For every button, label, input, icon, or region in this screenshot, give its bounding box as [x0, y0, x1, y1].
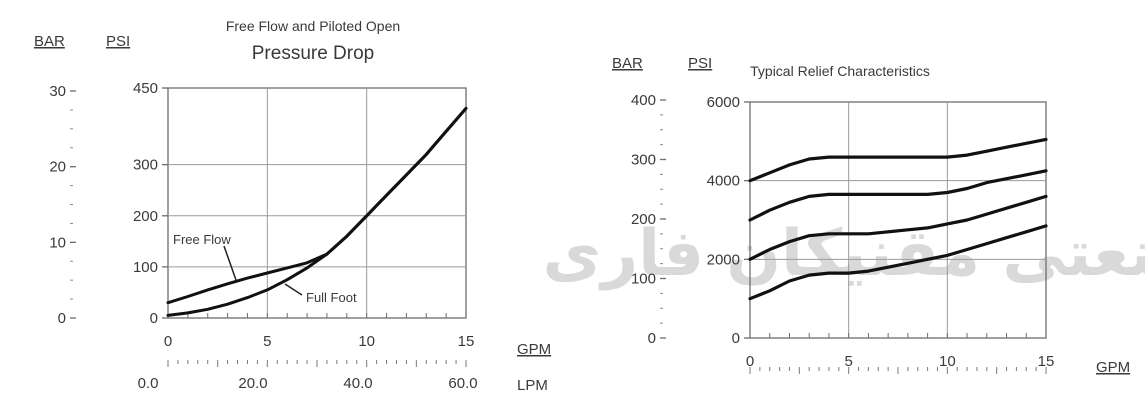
chart-2-bar-ruler: 0 100 200 300 400: [631, 92, 666, 347]
chart-1-lpm-tick-label: 0.0: [138, 375, 159, 392]
chart-1-bar-tick-label: 20: [49, 159, 66, 176]
chart-1-bar-ruler: 0 10 20 30: [49, 83, 76, 327]
chart-1-tick-labels: 0 5 10 15 0 100 200 300 450: [133, 80, 474, 350]
chart-1-lpm-ruler: 0.0 20.0 40.0 60.0: [138, 360, 478, 392]
chart-1-x2-label: LPM: [517, 377, 548, 394]
chart-1-series-line-2: [166, 106, 468, 317]
chart-1-gridlines: [162, 87, 467, 319]
chart-1-x-tick-label: 15: [458, 333, 475, 350]
chart-1-y-tick-label: 450: [133, 80, 158, 97]
chart-1-bar-tick-label: 0: [58, 310, 66, 327]
chart-2-bar-tick-label: 0: [648, 330, 656, 347]
chart-2-series: [748, 137, 1048, 301]
watermark: صنعتی مقنیکان فاری: [543, 217, 1145, 291]
chart-2-bar-tick-label: 100: [631, 271, 656, 288]
chart-2-bar-tick-label: 400: [631, 92, 656, 109]
chart-1-bar-tick-label: 10: [49, 234, 66, 251]
chart-1-title: Free Flow and Piloted Open: [226, 18, 400, 34]
chart-2-x-tick-label: 5: [844, 353, 852, 370]
chart-2-y-tick-label: 0: [732, 330, 740, 347]
chart-2-y-tick-label: 2000: [707, 251, 740, 268]
chart-1-lpm-tick-label: 20.0: [238, 375, 267, 392]
chart-1-y2-label: BAR: [34, 33, 65, 50]
chart-2-x-tick-label: 15: [1038, 353, 1055, 370]
chart-2-tick-labels: 0 5 10 15 0 2000 4000 6000: [707, 94, 1055, 370]
chart-2-y-tick-label: 6000: [707, 94, 740, 111]
annotation-free-flow: Free Flow: [173, 232, 231, 247]
chart-2-bar-tick-label: 300: [631, 152, 656, 169]
chart-1: Free Flow and Piloted Open Pressure Drop…: [34, 18, 551, 394]
chart-1-y-tick-label: 100: [133, 259, 158, 276]
chart-2: Typical Relief Characteristics BAR PSI G…: [612, 55, 1130, 376]
chart-1-y-tick-label: 300: [133, 157, 158, 174]
chart-1-x-label: GPM: [517, 341, 551, 358]
chart-2-title: Typical Relief Characteristics: [750, 63, 930, 79]
chart-2-x-tick-label: 10: [939, 353, 956, 370]
chart-1-x-tick-label: 10: [358, 333, 375, 350]
chart-2-bar-tick-label: 200: [631, 211, 656, 228]
chart-1-plot-frame: [167, 87, 467, 319]
chart-1-subtitle: Pressure Drop: [252, 43, 375, 64]
chart-2-series-line-3: [748, 194, 1048, 261]
chart-1-series-line-1: [166, 106, 468, 305]
chart-2-x-tick-label: 0: [746, 353, 754, 370]
chart-2-lower-ruler: [749, 367, 1047, 374]
chart-2-y2-label: BAR: [612, 55, 643, 72]
annotation-full-foot: Full Foot: [306, 290, 357, 305]
chart-2-series-line-4: [748, 224, 1048, 301]
full-foot-leader: [284, 283, 303, 296]
chart-1-x-tick-label: 5: [263, 333, 271, 350]
chart-2-y-tick-label: 4000: [707, 173, 740, 190]
chart-1-y-tick-label: 0: [150, 310, 158, 327]
chart-2-x-label: GPM: [1096, 359, 1130, 376]
chart-1-annotations: Free Flow Full Foot: [173, 232, 357, 305]
chart-1-lpm-tick-label: 60.0: [448, 375, 477, 392]
chart-2-series-line-2: [748, 169, 1048, 222]
chart-1-y-label: PSI: [106, 33, 130, 50]
chart-1-bar-tick-label: 30: [49, 83, 66, 100]
chart-1-y-tick-label: 200: [133, 208, 158, 225]
chart-1-series: [166, 106, 468, 317]
chart-2-series-line-1: [748, 137, 1048, 183]
chart-1-x-tick-label: 0: [164, 333, 172, 350]
chart-1-lpm-tick-label: 40.0: [343, 375, 372, 392]
chart-2-y-label: PSI: [688, 55, 712, 72]
free-flow-leader: [223, 245, 237, 281]
